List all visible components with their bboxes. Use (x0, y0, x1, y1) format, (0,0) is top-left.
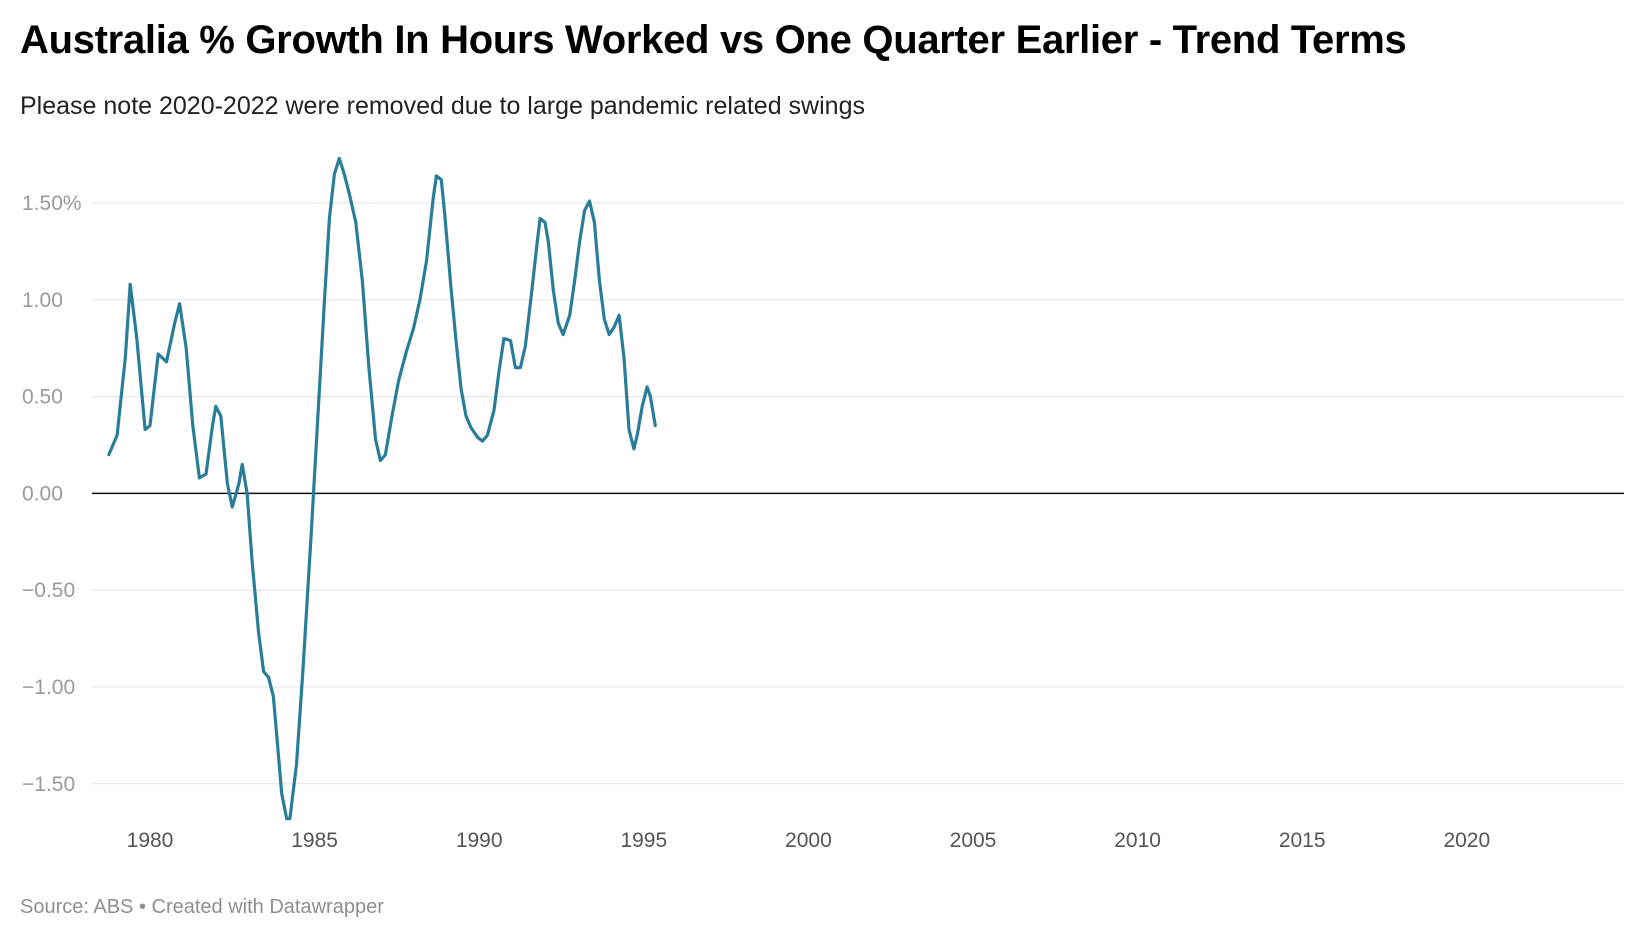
x-tick-label: 2005 (950, 829, 997, 852)
series-layer (107, 156, 657, 821)
x-tick-label: 2010 (1114, 829, 1161, 852)
y-tick-label: 1.50% (22, 192, 82, 215)
chart-subtitle: Please note 2020-2022 were removed due t… (20, 92, 865, 120)
x-axis-labels: 1980 1985 1990 1995 2000 2005 2010 2015 2020 (127, 829, 1491, 852)
x-tick-label: 1985 (291, 829, 338, 852)
y-tick-label: 0.00 (22, 482, 63, 505)
y-axis-labels: 1.50% 1.00 0.50 0.00 −0.50 −1.00 −1.50 (22, 192, 82, 796)
y-tick-label: −1.50 (22, 773, 75, 796)
chart-title: Australia % Growth In Hours Worked vs On… (20, 18, 1407, 62)
grid-layer (92, 202, 1624, 785)
x-tick-label: 2000 (785, 829, 832, 852)
y-tick-label: 0.50 (22, 386, 63, 409)
y-tick-label: −0.50 (22, 579, 75, 602)
x-tick-label: 1990 (456, 829, 503, 852)
x-tick-label: 2015 (1279, 829, 1326, 852)
x-tick-label: 1980 (127, 829, 174, 852)
x-tick-label: 2020 (1443, 829, 1490, 852)
y-tick-label: −1.00 (22, 676, 75, 699)
x-tick-label: 1995 (620, 829, 667, 852)
source-note: Source: ABS • Created with Datawrapper (20, 896, 384, 918)
series-line (107, 156, 657, 821)
y-tick-label: 1.00 (22, 289, 63, 312)
